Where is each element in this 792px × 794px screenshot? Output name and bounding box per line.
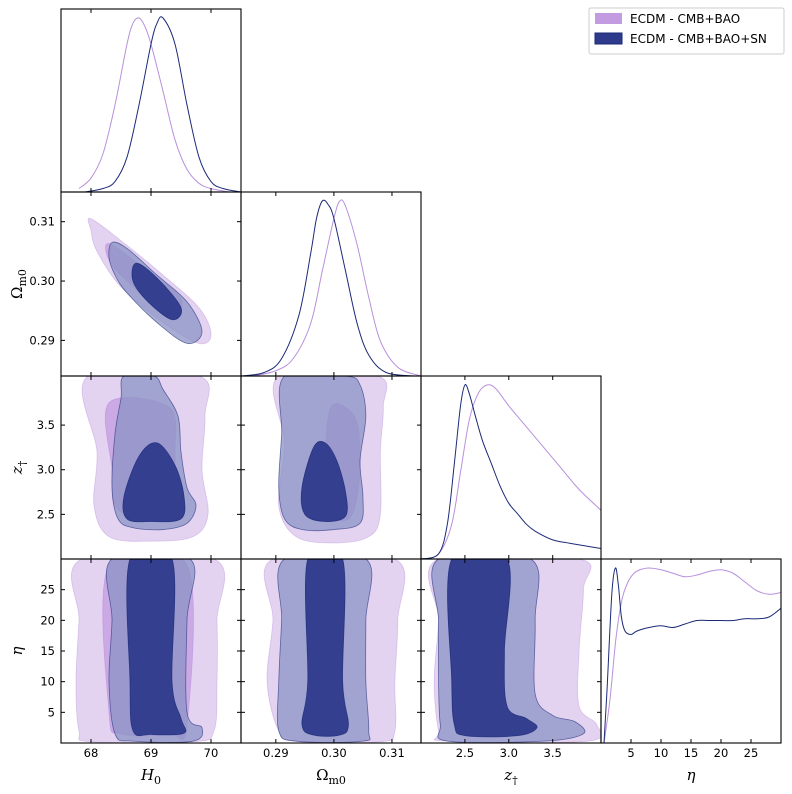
marginal-line-ecdm-cmb-bao <box>78 17 230 192</box>
contour-ecdm-cmb-bao-sn-68 <box>126 559 187 737</box>
marginal-line-ecdm-cmb-bao <box>603 567 781 743</box>
y-tick-label-eta: 10 <box>40 675 55 689</box>
legend-frame <box>588 7 785 55</box>
x-tick-label-eta: 10 <box>654 746 669 760</box>
y-tick-label-zt: 3.0 <box>37 463 55 477</box>
y-axis-label-om0: Ωm0 <box>8 269 29 299</box>
marginal-line-ecdm-cmb-bao-sn <box>603 567 781 743</box>
marginal-panel-eta <box>603 567 781 743</box>
x-tick-label-om0: 0.29 <box>263 746 289 760</box>
x-tick-label-om0: 0.30 <box>321 746 347 760</box>
y-tick-label-om0: 0.31 <box>29 215 55 229</box>
marginal-panel-om0 <box>241 199 421 376</box>
x-tick-label-om0: 0.31 <box>379 746 405 760</box>
x-tick-label-zt: 3.0 <box>500 746 518 760</box>
x-tick-label-eta: 15 <box>684 746 699 760</box>
x-tick-label-h0: 69 <box>144 746 159 760</box>
contour-panel-eta-vs-om0 <box>263 559 406 743</box>
legend-label-ecdm-cmb-bao-sn: ECDM - CMB+BAO+SN <box>630 32 767 46</box>
contour-panel-zt-vs-om0 <box>272 376 388 544</box>
legend-label-ecdm-cmb-bao: ECDM - CMB+BAO <box>630 12 740 26</box>
marginal-panel-zt <box>421 384 601 559</box>
y-tick-label-eta: 20 <box>40 613 55 627</box>
x-tick-label-h0: 70 <box>204 746 219 760</box>
contour-panel-om0-vs-h0 <box>87 217 212 345</box>
x-tick-label-eta: 25 <box>744 746 759 760</box>
contour-panel-eta-vs-zt <box>427 559 601 743</box>
contour-panel-zt-vs-h0 <box>81 376 210 542</box>
x-axis-label-zt: z† <box>503 766 518 787</box>
contour-ecdm-cmb-bao-sn-68 <box>447 559 538 738</box>
contour-ecdm-cmb-bao-sn-68 <box>301 559 349 737</box>
marginal-line-ecdm-cmb-bao <box>252 199 421 376</box>
x-tick-label-eta: 5 <box>627 746 634 760</box>
contour-ecdm-cmb-bao-sn-68 <box>131 262 182 321</box>
y-tick-label-eta: 25 <box>40 583 55 597</box>
contour-ecdm-cmb-bao-sn-68 <box>122 442 186 523</box>
x-tick-label-eta: 20 <box>714 746 729 760</box>
panel-frame-1-1 <box>240 191 422 377</box>
marginal-panel-h0 <box>78 16 241 192</box>
legend-swatch-ecdm-cmb-bao-sn <box>594 32 623 45</box>
x-axis-label-eta: η <box>687 766 696 784</box>
marginal-line-ecdm-cmb-bao-sn <box>421 384 601 559</box>
panel-frame-3-3 <box>600 558 782 744</box>
y-tick-label-om0: 0.29 <box>29 333 55 347</box>
panel-frame-0-0 <box>60 8 242 193</box>
x-axis-label-h0: H0 <box>140 766 161 787</box>
x-tick-label-zt: 3.5 <box>544 746 562 760</box>
y-axis-label-zt: z† <box>8 460 29 475</box>
panel-frame-2-2 <box>420 375 602 560</box>
y-tick-label-zt: 3.5 <box>37 418 55 432</box>
y-tick-label-zt: 2.5 <box>37 507 55 521</box>
contour-ecdm-cmb-bao-sn-68 <box>300 441 348 522</box>
marginal-line-ecdm-cmb-bao <box>421 384 601 559</box>
marginal-line-ecdm-cmb-bao-sn <box>84 16 241 192</box>
marginal-line-ecdm-cmb-bao-sn <box>241 199 416 376</box>
x-tick-label-zt: 2.5 <box>456 746 474 760</box>
y-tick-label-om0: 0.30 <box>29 274 55 288</box>
y-axis-label-eta: η <box>8 647 26 656</box>
y-tick-label-eta: 5 <box>48 705 55 719</box>
y-tick-label-eta: 15 <box>40 644 55 658</box>
legend-swatch-ecdm-cmb-bao <box>595 13 622 24</box>
legend: ECDM - CMB+BAO ECDM - CMB+BAO+SN <box>588 7 785 55</box>
x-axis-label-om0: Ωm0 <box>316 766 346 787</box>
x-tick-label-h0: 68 <box>84 746 99 760</box>
contour-panel-eta-vs-h0 <box>71 559 226 743</box>
